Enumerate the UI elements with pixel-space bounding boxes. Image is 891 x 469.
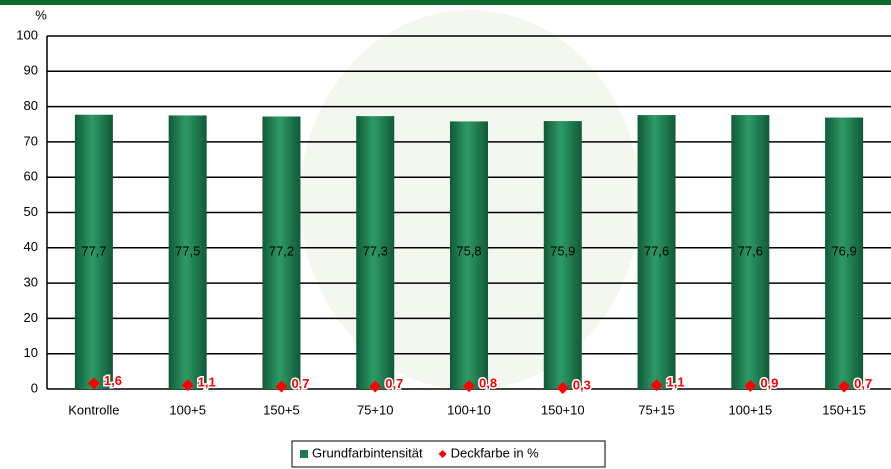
x-tick-label: 75+15 [638,402,675,417]
value-label: 0,3 [573,377,591,392]
value-label: 0,7 [385,376,403,391]
y-tick-label: 10 [24,345,38,360]
y-tick-label: 90 [24,63,38,78]
bar [825,117,864,389]
bar [168,115,207,390]
bar [356,116,395,390]
y-tick-label: 20 [24,310,38,325]
x-tick-label: 75+10 [357,402,394,417]
y-tick-label: 60 [24,169,38,184]
legend-label: Deckfarbe in % [451,445,540,460]
value-label: 0,9 [760,375,778,390]
x-tick-label: 100+10 [447,402,491,417]
value-label: 76,9 [831,243,856,258]
value-label: 0,8 [479,376,497,391]
bar [74,114,113,390]
marker [744,379,757,392]
top-band [0,0,891,5]
value-label: 77,3 [363,243,388,258]
marker [556,381,569,394]
y-tick-label: 80 [24,98,38,113]
y-axis-label: % [35,7,47,22]
bar [262,116,301,389]
marker [275,380,288,393]
value-label: 77,2 [269,243,294,258]
legend-box [291,440,606,468]
value-label: 75,8 [456,243,481,258]
x-tick-label: 100+15 [728,402,772,417]
y-tick-label: 50 [24,204,38,219]
marker [369,380,382,393]
value-label: 1,1 [198,375,216,390]
x-tick-label: 150+5 [263,402,300,417]
value-label: 75,9 [550,243,575,258]
legend: Grundfarbintensität Deckfarbe in % [291,440,606,468]
y-tick-label: 40 [24,239,38,254]
value-label: 77,6 [644,243,669,258]
marker [87,377,100,390]
marker [463,380,475,393]
y-tick-label: 70 [24,133,38,148]
marker [181,379,194,392]
bar [637,115,676,390]
marker [650,379,663,392]
y-tick-label: 0 [31,380,38,395]
legend-swatch [300,450,308,458]
x-tick-label: Kontrolle [68,402,119,417]
value-label: 77,7 [81,243,106,258]
value-label: 1,6 [104,373,122,388]
bar [731,115,770,390]
value-label: 0,7 [854,376,872,391]
value-label: 0,7 [291,376,309,391]
value-label: 77,6 [738,243,763,258]
y-tick-label: 100 [16,27,38,42]
value-label: 1,1 [667,375,685,390]
marker [838,380,851,393]
legend-swatch [438,450,447,458]
value-label: 77,5 [175,243,200,258]
legend-label: Grundfarbintensität [312,445,423,460]
bar [450,121,488,390]
y-tick-label: 30 [24,275,38,290]
x-tick-label: 150+10 [541,402,585,417]
x-tick-label: 150+15 [822,402,866,417]
bar [543,121,582,389]
x-tick-label: 100+5 [169,402,206,417]
